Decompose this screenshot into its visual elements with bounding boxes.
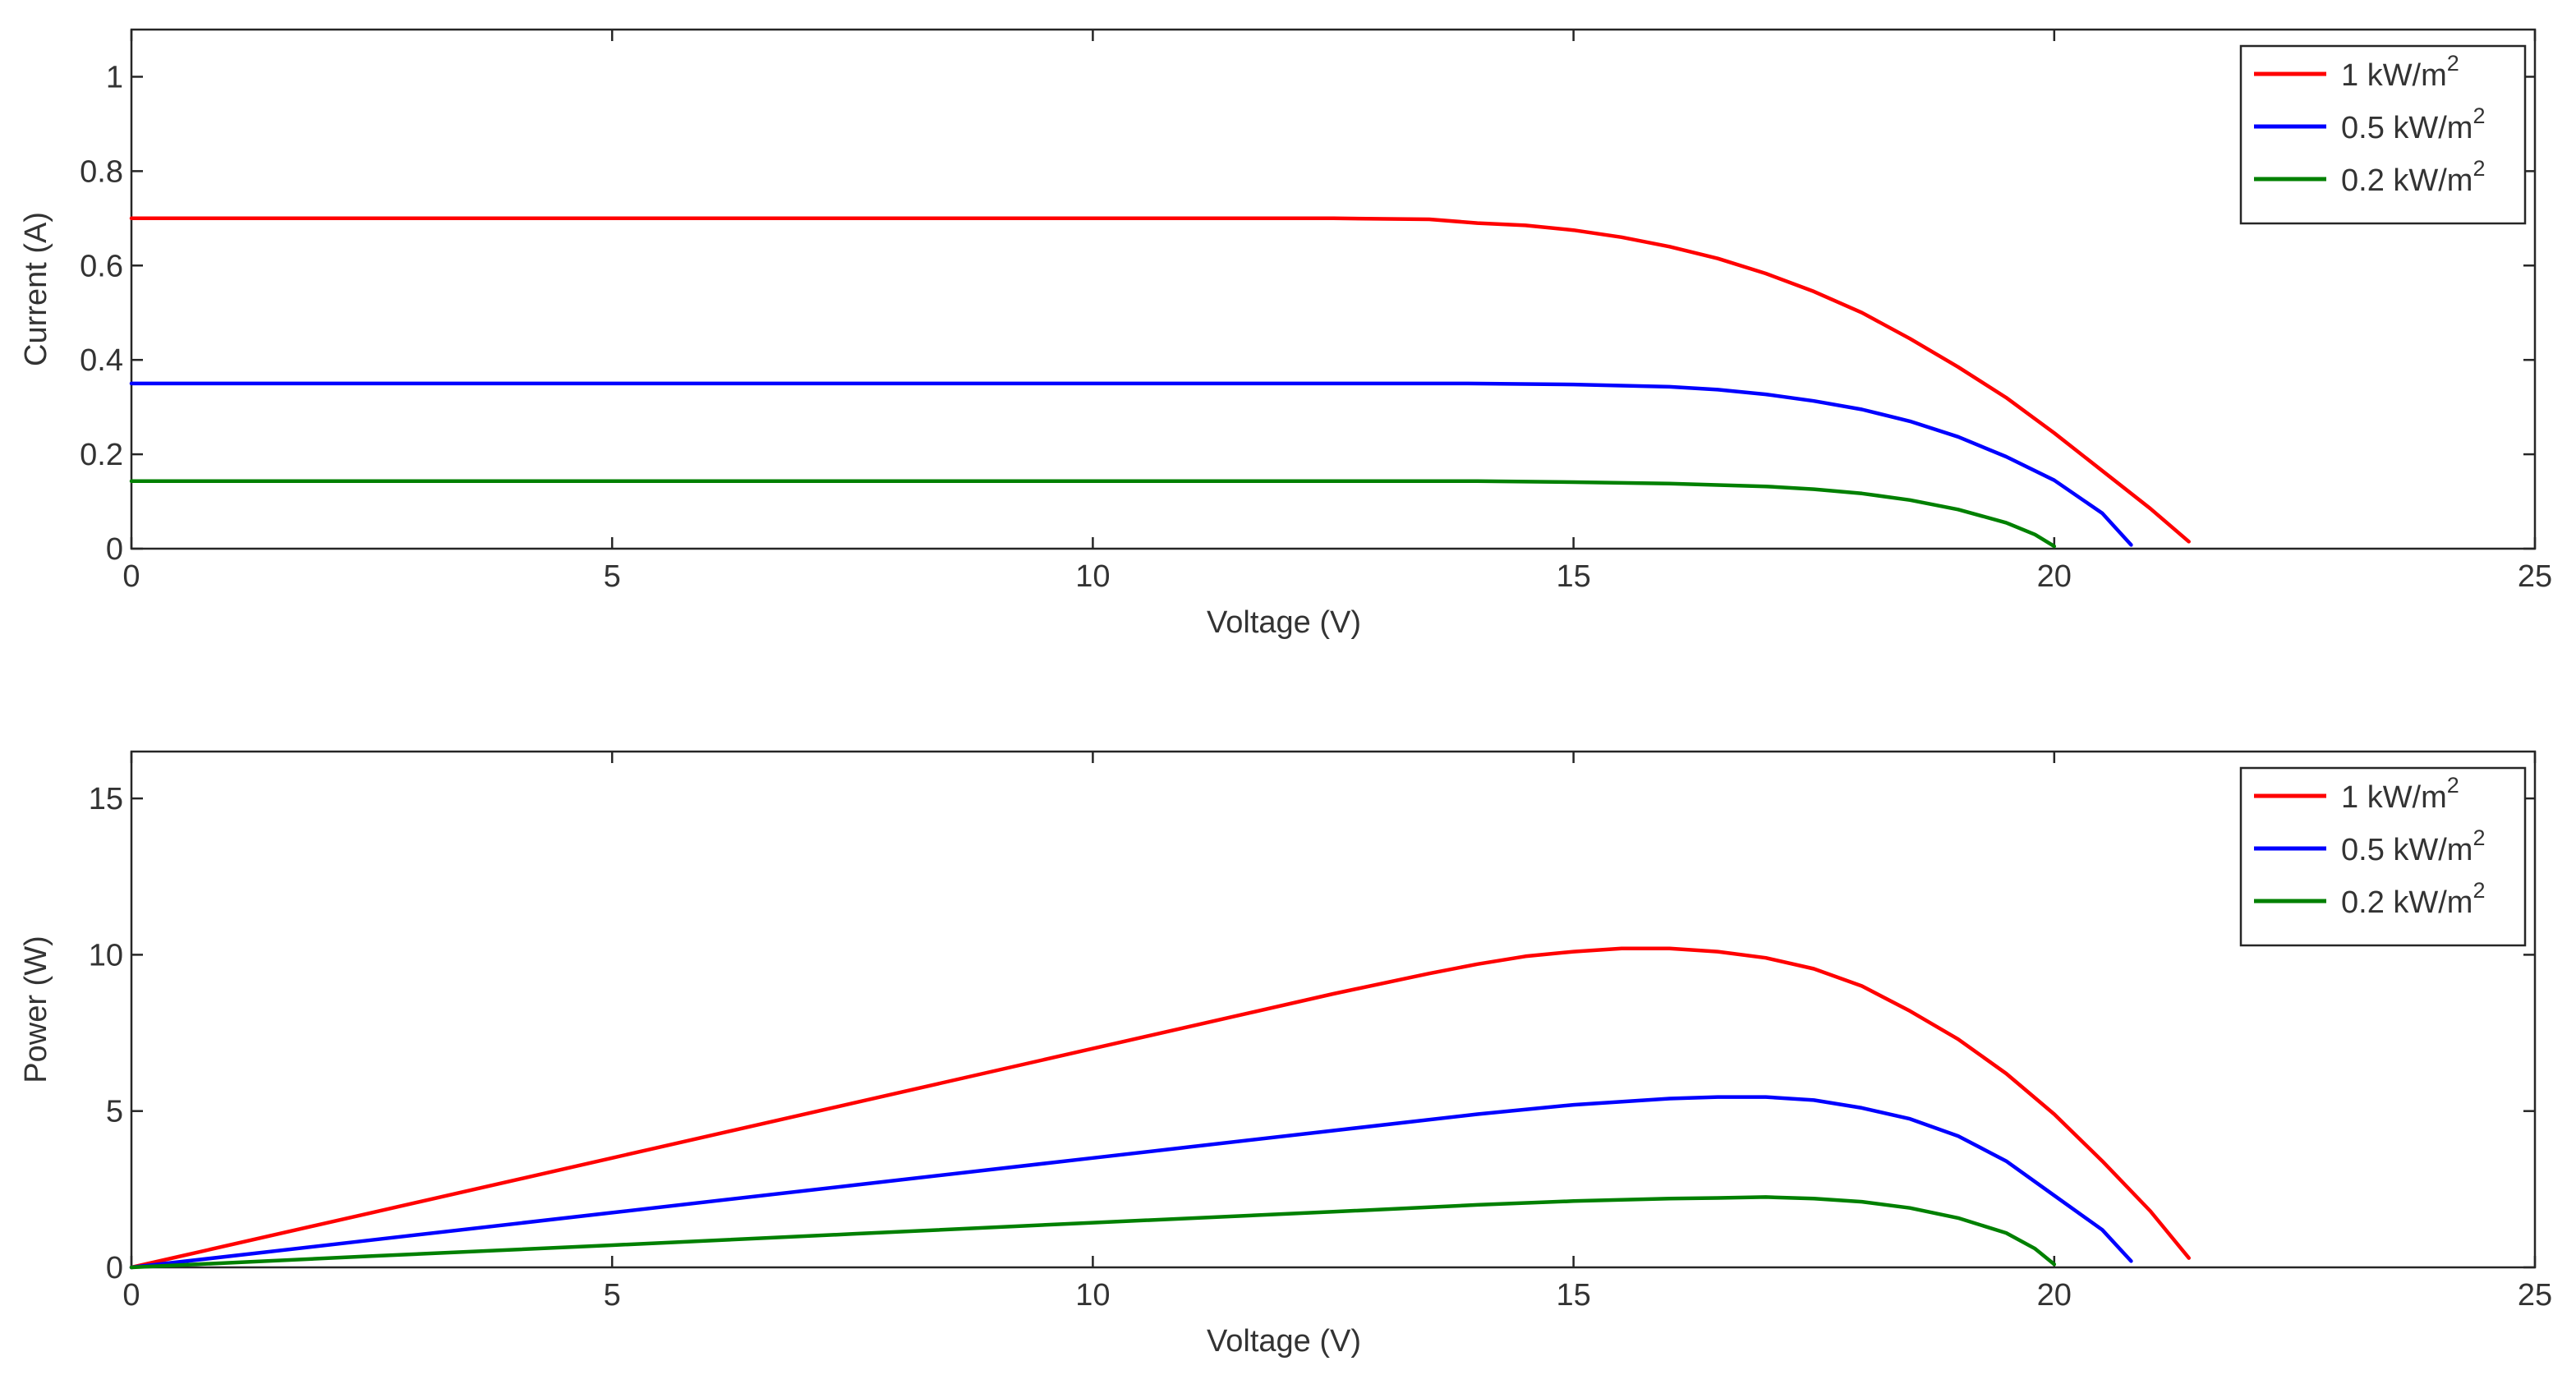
- power-y-axis-label: Power (W): [19, 936, 53, 1083]
- current-y-tick-label: 1: [106, 60, 123, 94]
- current-y-tick-label: 0: [106, 532, 123, 567]
- power-legend: 1 kW/m2 0.5 kW/m2 0.2 kW/m2: [2239, 766, 2527, 947]
- current-x-tick-label: 10: [1075, 559, 1110, 594]
- power-y-tick-label: 0: [106, 1251, 123, 1285]
- current-x-tick-label: 15: [1556, 559, 1590, 594]
- power-x-tick-label: 5: [604, 1278, 621, 1313]
- current-legend-label-1: 1 kW/m2: [2341, 51, 2459, 93]
- power-y-tick-label: 15: [89, 782, 123, 816]
- power-legend-label-2: 0.5 kW/m2: [2341, 825, 2486, 867]
- power-x-tick-label: 0: [122, 1278, 140, 1313]
- power-axis-ticks: 0 5 10 15 20 25 0 5 10 15: [89, 752, 2552, 1313]
- current-x-tick-label: 20: [2037, 559, 2072, 594]
- power-series-line-2: [129, 1095, 2133, 1270]
- current-legend-label-2: 0.5 kW/m2: [2341, 103, 2486, 145]
- current-y-tick-label: 0.8: [80, 154, 123, 189]
- power-series-line-1: [129, 946, 2191, 1270]
- current-plot-area: [130, 28, 2537, 550]
- current-x-axis-label: Voltage (V): [1207, 605, 1361, 640]
- current-x-tick-label: 5: [604, 559, 621, 594]
- current-series-line-1: [129, 216, 2191, 544]
- power-plot-area: [130, 750, 2537, 1269]
- power-voltage-chart: 0 5 10 15 20 25 0 5 10 15 Voltage (V) Power (W) 1…: [19, 750, 2552, 1359]
- power-legend-label-1: 1 kW/m2: [2341, 773, 2459, 815]
- current-y-axis-label: Current (A): [19, 212, 53, 366]
- current-series-line-3: [129, 479, 2057, 549]
- power-x-tick-label: 25: [2518, 1278, 2552, 1313]
- current-y-tick-label: 0.4: [80, 343, 123, 378]
- power-series: [129, 946, 2191, 1270]
- current-axis-ticks: 0 5 10 15 20 25 0 0.2 0.4 0.6 0.8 1: [80, 30, 2552, 594]
- power-series-line-3: [129, 1195, 2057, 1270]
- power-legend-label-3: 0.2 kW/m2: [2341, 878, 2486, 920]
- power-x-tick-label: 20: [2037, 1278, 2072, 1313]
- power-x-tick-label: 10: [1075, 1278, 1110, 1313]
- power-x-axis-label: Voltage (V): [1207, 1324, 1361, 1359]
- power-y-tick-label: 5: [106, 1095, 123, 1129]
- current-legend-label-3: 0.2 kW/m2: [2341, 156, 2486, 198]
- current-y-tick-label: 0.2: [80, 438, 123, 472]
- power-x-tick-label: 15: [1556, 1278, 1590, 1313]
- current-x-tick-label: 0: [122, 559, 140, 594]
- current-legend: 1 kW/m2 0.5 kW/m2 0.2 kW/m2: [2239, 44, 2527, 225]
- current-series: [129, 216, 2191, 549]
- current-series-line-2: [129, 381, 2133, 547]
- power-y-tick-label: 10: [89, 938, 123, 972]
- current-y-tick-label: 0.6: [80, 249, 123, 283]
- current-x-tick-label: 25: [2518, 559, 2552, 594]
- current-voltage-chart: 0 5 10 15 20 25 0 0.2 0.4 0.6 0.8 1 Voltage (V) Cur…: [19, 28, 2552, 640]
